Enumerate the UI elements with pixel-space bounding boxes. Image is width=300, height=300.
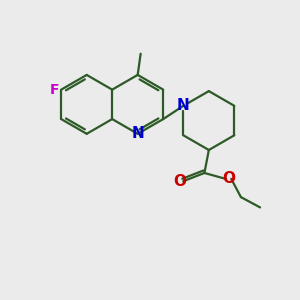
Text: O: O <box>173 174 186 189</box>
Text: N: N <box>131 126 144 141</box>
Text: O: O <box>223 171 236 186</box>
Text: N: N <box>177 98 190 113</box>
Text: F: F <box>50 82 60 97</box>
